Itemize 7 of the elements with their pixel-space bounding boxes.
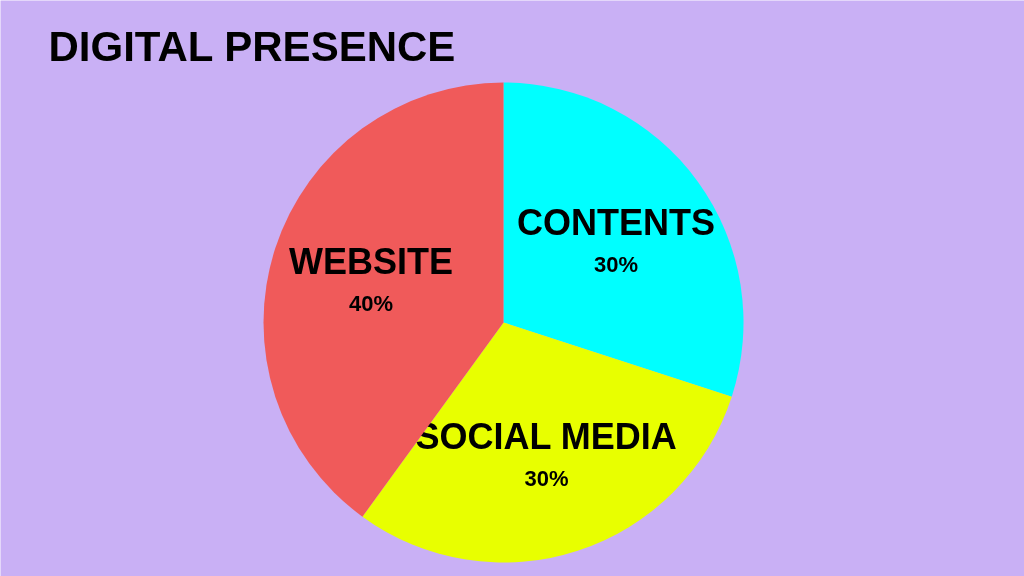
slice-label: WEBSITE [289, 240, 454, 282]
data-label: 30% [594, 252, 639, 278]
data-label: 40% [349, 290, 394, 316]
data-label: 30% [524, 466, 569, 492]
slice-label: SOCIAL MEDIA [415, 416, 677, 458]
chart-title: DIGITAL PRESENCE [48, 23, 456, 70]
slice-label: CONTENTS [517, 202, 716, 244]
